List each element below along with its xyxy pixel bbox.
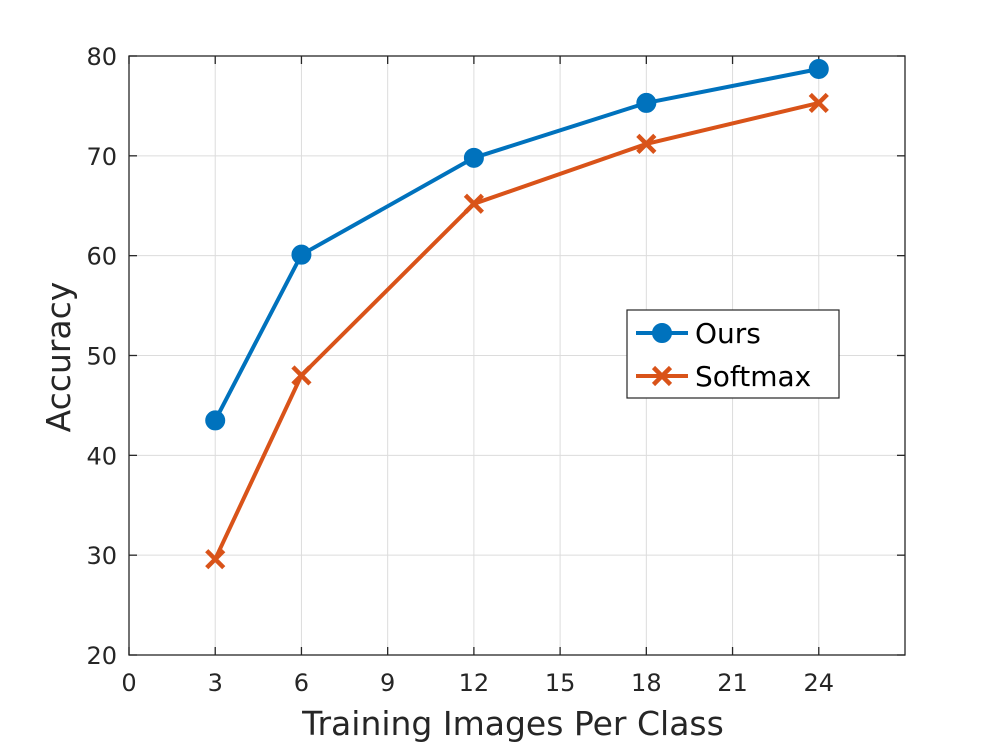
- data-point-softmax: [291, 365, 312, 386]
- x-tick-label: 9: [380, 669, 395, 697]
- data-point-ours: [463, 147, 484, 168]
- y-tick-label: 20: [86, 642, 117, 670]
- y-tick-label: 50: [86, 343, 117, 371]
- data-series: [205, 58, 829, 570]
- data-point-ours: [808, 58, 829, 79]
- legend-marker-ours: [652, 323, 672, 343]
- x-tick-label: 3: [208, 669, 223, 697]
- data-point-softmax: [808, 92, 829, 114]
- x-tick-label: 24: [804, 669, 835, 697]
- x-tick-label: 12: [459, 669, 490, 697]
- series-softmax: [205, 92, 829, 570]
- data-point-softmax: [463, 193, 484, 214]
- series-ours: [205, 58, 829, 431]
- y-tick-label: 40: [86, 442, 117, 470]
- legend-label-softmax: Softmax: [695, 360, 811, 393]
- x-tick-label: 18: [631, 669, 662, 697]
- y-tick-label: 60: [86, 243, 117, 271]
- data-point-ours: [291, 244, 312, 265]
- data-point-ours: [205, 410, 226, 431]
- x-tick-label: 15: [545, 669, 576, 697]
- legend: Ours Softmax: [626, 309, 840, 399]
- x-tick-label: 0: [121, 669, 136, 697]
- y-axis-title: Accuracy: [39, 282, 78, 433]
- x-tick-label: 6: [294, 669, 309, 697]
- y-tick-label: 70: [86, 143, 117, 171]
- x-axis-title: Training Images Per Class: [301, 704, 724, 743]
- x-tick-label: 21: [717, 669, 748, 697]
- data-point-softmax: [636, 133, 657, 154]
- y-tick-label: 30: [86, 542, 117, 570]
- ticks: 0 3 6 9 12 15 18 21 24 20 30 40 50 60 70 80: [86, 43, 905, 697]
- data-point-softmax: [205, 549, 226, 570]
- legend-marker-softmax: [651, 365, 673, 387]
- legend-label-ours: Ours: [695, 317, 761, 350]
- data-point-ours: [636, 92, 657, 113]
- y-tick-label: 80: [86, 43, 117, 71]
